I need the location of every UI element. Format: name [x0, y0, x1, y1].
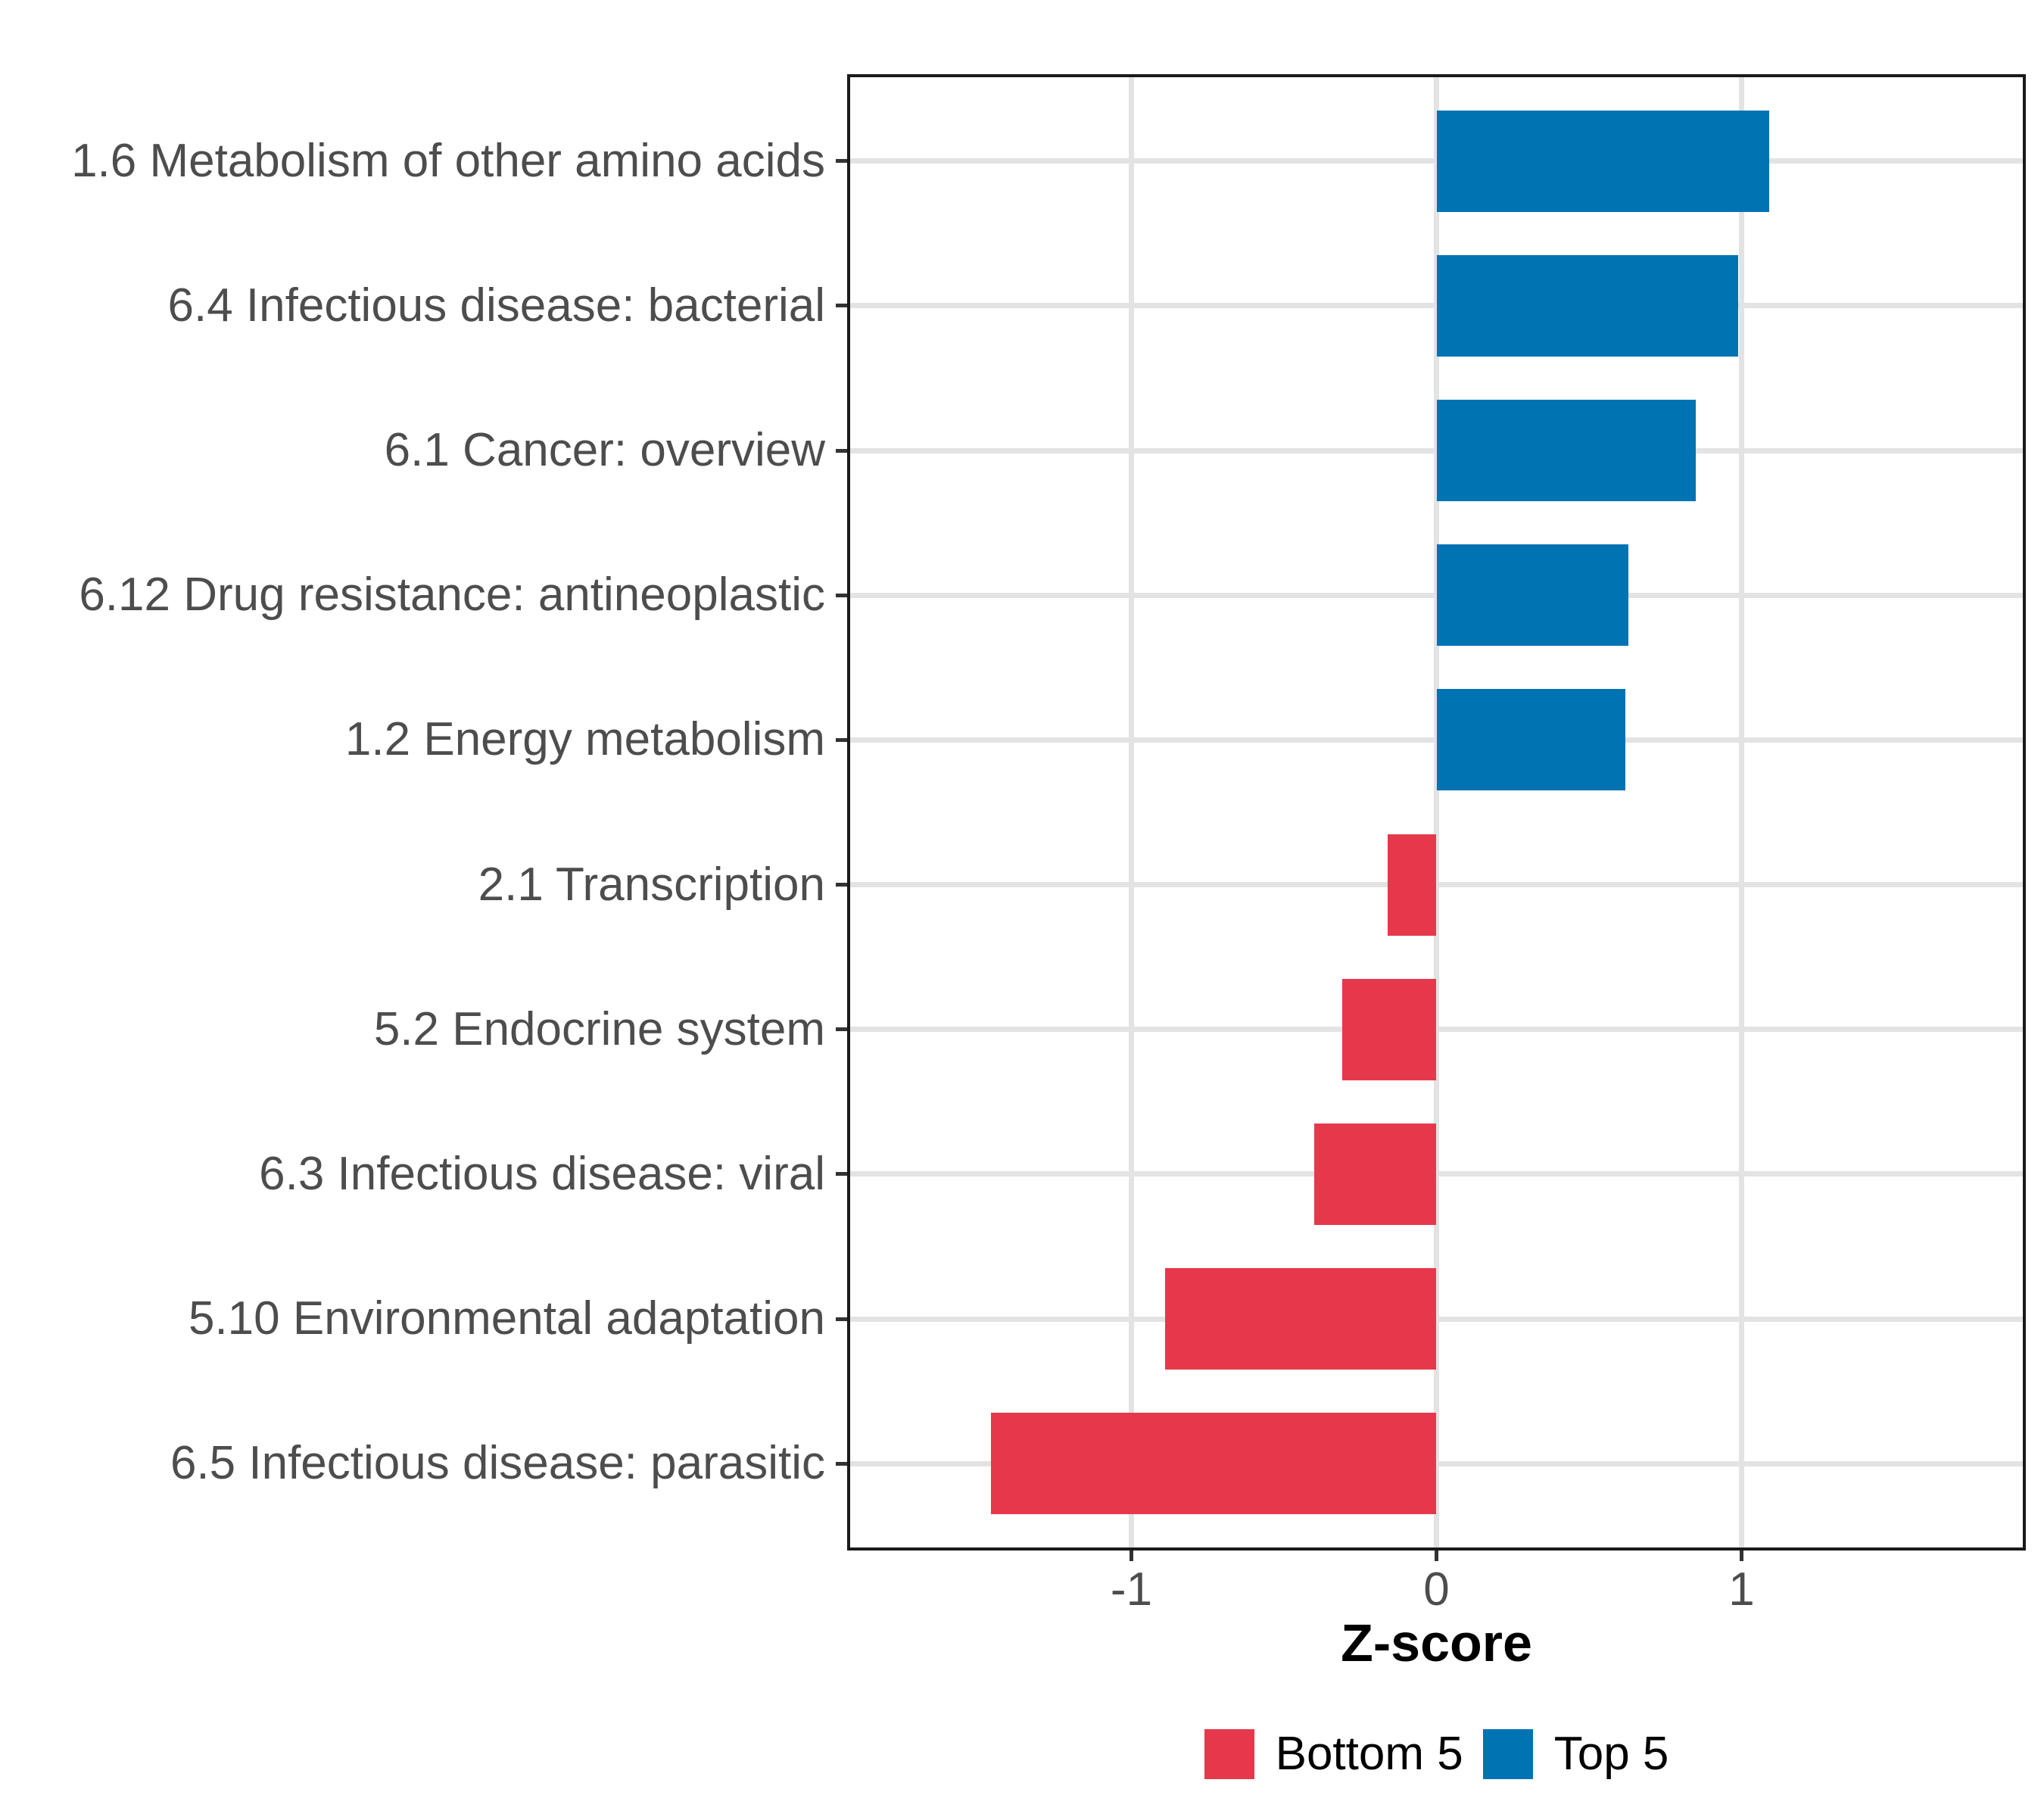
- x-axis-tick-label: 1: [1728, 1563, 1755, 1616]
- y-axis-tick: [836, 1317, 847, 1321]
- y-axis-tick: [836, 1172, 847, 1177]
- x-axis-tick: [1435, 1551, 1438, 1561]
- y-axis-tick: [836, 304, 847, 308]
- y-axis-label: 6.3 Infectious disease: viral: [259, 1147, 825, 1200]
- bar-1.6 Metabolism of other amino acids: [1436, 110, 1769, 212]
- y-axis-label: 6.4 Infectious disease: bacterial: [167, 279, 825, 332]
- bar-1.2 Energy metabolism: [1436, 689, 1626, 791]
- bar-6.4 Infectious disease: bacterial: [1436, 254, 1739, 357]
- y-axis-tick: [836, 1461, 847, 1466]
- legend-label: Bottom 5: [1275, 1728, 1463, 1780]
- x-axis-title: Z-score: [1341, 1613, 1532, 1672]
- bar-5.2 Endocrine system: [1341, 978, 1437, 1080]
- gridline-x--1: [1129, 74, 1134, 1551]
- y-axis-tick: [836, 159, 847, 164]
- y-axis-tick: [836, 448, 847, 453]
- legend-label: Top 5: [1553, 1728, 1669, 1780]
- y-axis-tick: [836, 883, 847, 887]
- y-axis-label: 5.2 Endocrine system: [373, 1002, 825, 1055]
- legend-swatch-Top 5: [1482, 1729, 1533, 1779]
- y-axis-label: 6.5 Infectious disease: parasitic: [170, 1437, 825, 1490]
- y-axis-label: 6.12 Drug resistance: antineoplastic: [79, 569, 825, 622]
- y-axis-label: 2.1 Transcription: [478, 858, 825, 911]
- y-axis-label: 6.1 Cancer: overview: [384, 424, 825, 477]
- gridline-x-0: [1434, 74, 1439, 1551]
- bar-6.5 Infectious disease: parasitic: [991, 1413, 1437, 1515]
- y-axis-label: 1.2 Energy metabolism: [344, 713, 825, 766]
- y-axis-label: 1.6 Metabolism of other amino acids: [71, 134, 825, 187]
- legend-entry-Bottom 5: Bottom 5: [1204, 1729, 1463, 1779]
- bar-6.12 Drug resistance: antineoplastic: [1436, 544, 1629, 647]
- plot-panel: [847, 74, 2026, 1551]
- y-axis-tick: [836, 737, 847, 742]
- legend: Bottom 5 Top 5: [847, 1729, 2026, 1779]
- bar-2.1 Transcription: [1388, 834, 1437, 936]
- y-axis-tick: [836, 593, 847, 597]
- bar-6.3 Infectious disease: viral: [1314, 1123, 1437, 1225]
- x-axis-tick-label: 0: [1423, 1563, 1450, 1616]
- bar-5.10 Environmental adaptation: [1164, 1268, 1437, 1370]
- y-axis-label: 5.10 Environmental adaptation: [188, 1292, 825, 1345]
- y-axis-tick: [836, 1027, 847, 1032]
- legend-swatch-Bottom 5: [1204, 1729, 1254, 1779]
- x-axis-tick: [1740, 1551, 1743, 1561]
- legend-entry-Top 5: Top 5: [1482, 1728, 1669, 1780]
- gridline-x-1: [1739, 74, 1744, 1551]
- x-axis-tick: [1129, 1551, 1133, 1561]
- bar-6.1 Cancer: overview: [1436, 400, 1697, 502]
- x-axis-tick-label: -1: [1110, 1563, 1153, 1616]
